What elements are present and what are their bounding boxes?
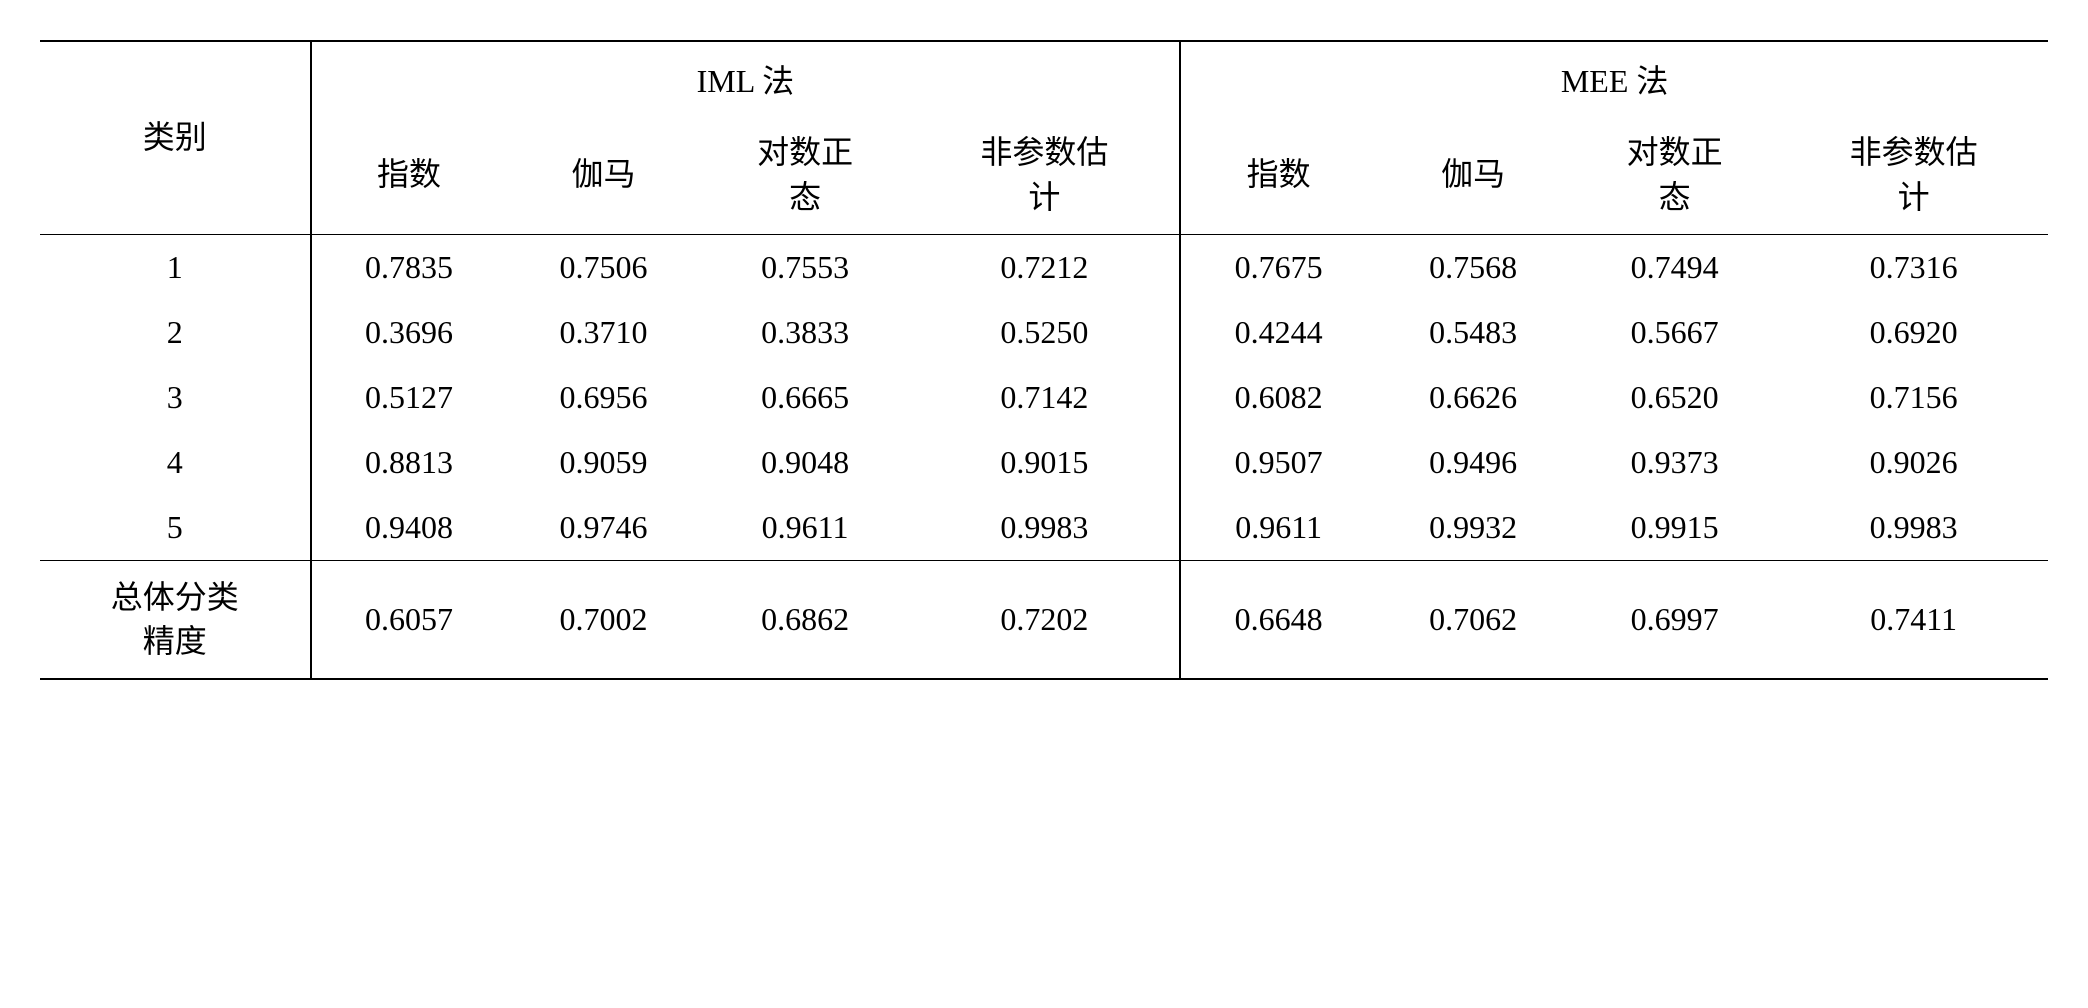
cell: 0.7316 [1779,234,2048,300]
cell: 0.7494 [1570,234,1779,300]
cell: 0.9507 [1180,430,1376,495]
cell: 0.7835 [311,234,507,300]
row-label: 2 [40,300,311,365]
cell: 0.3833 [701,300,910,365]
footer-cell: 0.7202 [910,560,1181,679]
cell: 0.9026 [1779,430,2048,495]
header-group-mee: MEE 法 [1180,41,2048,116]
cell: 0.9611 [1180,495,1376,561]
footer-cell: 0.7062 [1376,560,1570,679]
row-label: 5 [40,495,311,561]
footer-label: 总体分类 精度 [40,560,311,679]
header-sub-mee-4: 非参数估 计 [1779,116,2048,234]
cell: 0.3696 [311,300,507,365]
header-sub-mee-1: 指数 [1180,116,1376,234]
cell: 0.9373 [1570,430,1779,495]
header-sub-iml-4: 非参数估 计 [910,116,1181,234]
table-row: 3 0.5127 0.6956 0.6665 0.7142 0.6082 0.6… [40,365,2048,430]
comparison-table: 类别 IML 法 MEE 法 指数 伽马 对数正 态 非参数估 计 指数 伽马 … [40,40,2048,680]
header-sub-mee-3: 对数正 态 [1570,116,1779,234]
header-sub-iml-2: 伽马 [507,116,701,234]
footer-cell: 0.6862 [701,560,910,679]
cell: 0.7142 [910,365,1181,430]
header-sub-iml-1: 指数 [311,116,507,234]
header-category-label: 类别 [40,41,311,234]
footer-cell: 0.6997 [1570,560,1779,679]
cell: 0.6665 [701,365,910,430]
cell: 0.6920 [1779,300,2048,365]
header-group-iml: IML 法 [311,41,1181,116]
cell: 0.7553 [701,234,910,300]
cell: 0.6956 [507,365,701,430]
cell: 0.7506 [507,234,701,300]
cell: 0.5127 [311,365,507,430]
table-row: 4 0.8813 0.9059 0.9048 0.9015 0.9507 0.9… [40,430,2048,495]
cell: 0.7675 [1180,234,1376,300]
row-label: 3 [40,365,311,430]
header-sub-iml-3: 对数正 态 [701,116,910,234]
cell: 0.9496 [1376,430,1570,495]
header-sub-mee-2: 伽马 [1376,116,1570,234]
cell: 0.6520 [1570,365,1779,430]
cell: 0.6082 [1180,365,1376,430]
cell: 0.9932 [1376,495,1570,561]
row-label: 4 [40,430,311,495]
cell: 0.9048 [701,430,910,495]
cell: 0.7568 [1376,234,1570,300]
footer-cell: 0.6057 [311,560,507,679]
table-row: 2 0.3696 0.3710 0.3833 0.5250 0.4244 0.5… [40,300,2048,365]
cell: 0.9059 [507,430,701,495]
cell: 0.9915 [1570,495,1779,561]
footer-cell: 0.7411 [1779,560,2048,679]
cell: 0.8813 [311,430,507,495]
cell: 0.7156 [1779,365,2048,430]
cell: 0.5483 [1376,300,1570,365]
footer-cell: 0.7002 [507,560,701,679]
cell: 0.9746 [507,495,701,561]
cell: 0.9983 [1779,495,2048,561]
cell: 0.6626 [1376,365,1570,430]
table-row: 1 0.7835 0.7506 0.7553 0.7212 0.7675 0.7… [40,234,2048,300]
cell: 0.4244 [1180,300,1376,365]
cell: 0.5667 [1570,300,1779,365]
cell: 0.3710 [507,300,701,365]
footer-cell: 0.6648 [1180,560,1376,679]
cell: 0.9611 [701,495,910,561]
table-footer-row: 总体分类 精度 0.6057 0.7002 0.6862 0.7202 0.66… [40,560,2048,679]
cell: 0.7212 [910,234,1181,300]
table-row: 5 0.9408 0.9746 0.9611 0.9983 0.9611 0.9… [40,495,2048,561]
row-label: 1 [40,234,311,300]
cell: 0.5250 [910,300,1181,365]
cell: 0.9983 [910,495,1181,561]
cell: 0.9015 [910,430,1181,495]
cell: 0.9408 [311,495,507,561]
